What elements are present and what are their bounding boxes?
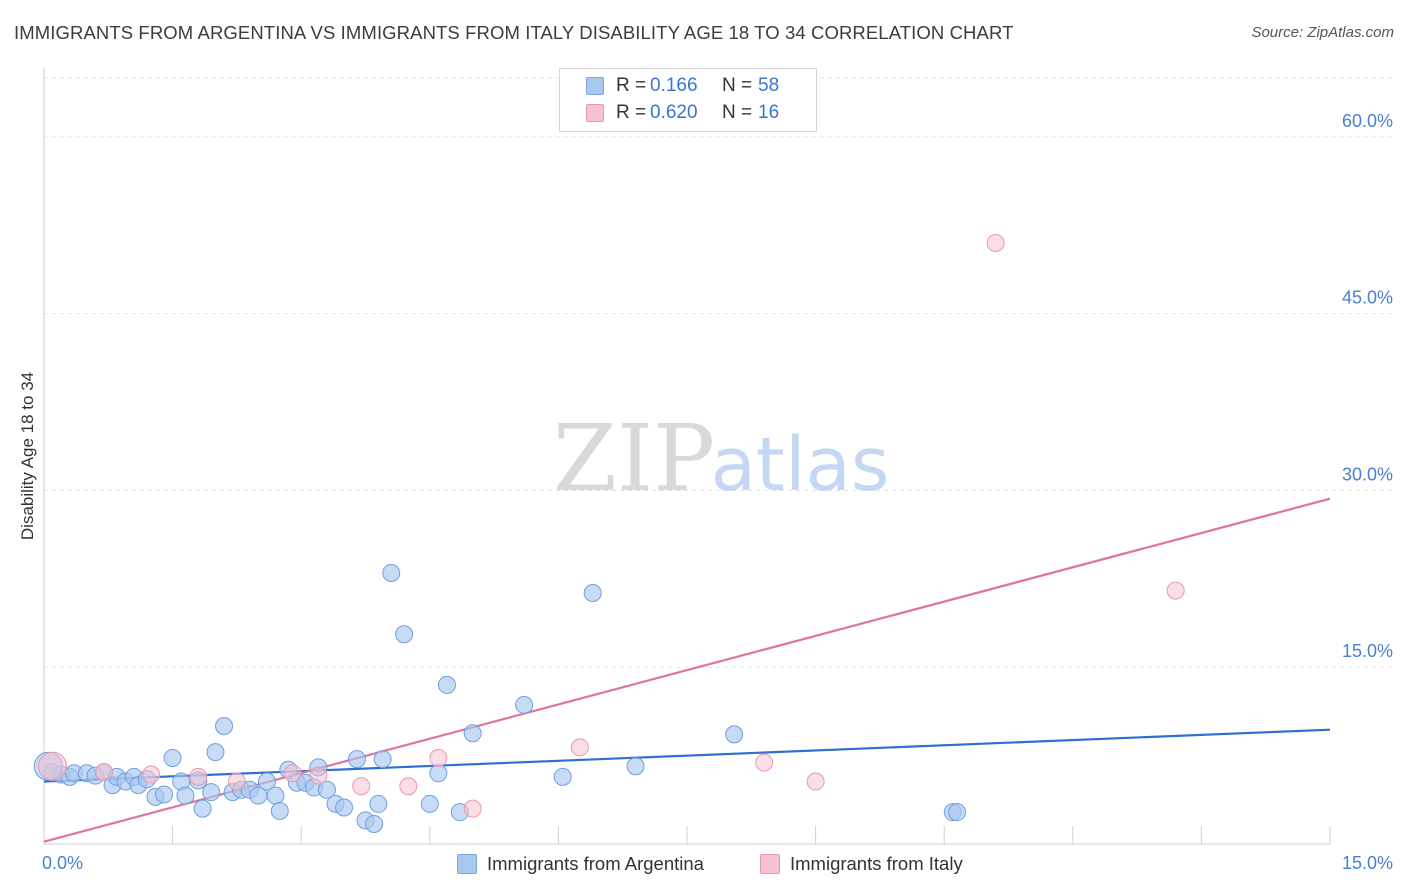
point-argentina bbox=[948, 803, 967, 822]
legend-r-value: 0.166 bbox=[650, 75, 698, 96]
y-tick-labels: 15.0% 30.0% 45.0% 60.0% bbox=[1342, 111, 1393, 661]
axes bbox=[43, 68, 1331, 845]
y-tick-label: 45.0% bbox=[1342, 288, 1393, 308]
point-italy bbox=[429, 748, 448, 767]
point-italy bbox=[463, 799, 482, 818]
point-argentina bbox=[215, 717, 234, 736]
point-argentina bbox=[317, 780, 336, 799]
chart-title: IMMIGRANTS FROM ARGENTINA VS IMMIGRANTS … bbox=[14, 22, 1014, 43]
point-argentina bbox=[463, 724, 482, 743]
trend-lines bbox=[43, 497, 1331, 843]
legend-swatch-italy bbox=[586, 104, 604, 122]
legend-n-value: 58 bbox=[758, 75, 780, 96]
point-italy bbox=[95, 763, 114, 782]
point-argentina bbox=[365, 814, 384, 833]
point-argentina bbox=[193, 799, 212, 818]
point-italy bbox=[1166, 581, 1185, 600]
point-argentina bbox=[515, 695, 534, 714]
point-argentina bbox=[437, 675, 456, 694]
point-argentina bbox=[206, 743, 225, 762]
legend-n-label: N = bbox=[722, 102, 753, 123]
point-argentina bbox=[382, 563, 401, 582]
point-italy bbox=[38, 751, 68, 781]
legend-n-value: 16 bbox=[758, 102, 780, 123]
bottom-legend-swatch-argentina bbox=[457, 854, 477, 874]
trend-line-italy bbox=[43, 497, 1331, 843]
point-italy bbox=[142, 765, 161, 784]
point-italy bbox=[309, 766, 328, 785]
point-argentina bbox=[429, 764, 448, 783]
legend-row-argentina: R = 0.166 N = 58 bbox=[586, 73, 779, 99]
point-argentina bbox=[155, 785, 174, 804]
bottom-legend-label-argentina: Immigrants from Argentina bbox=[487, 853, 704, 874]
legend-r-value: 0.620 bbox=[650, 102, 698, 123]
legend-r-label: R = bbox=[616, 75, 647, 96]
legend: R = 0.166 N = 58 R = 0.620 N = 16 bbox=[559, 68, 817, 132]
point-argentina bbox=[257, 772, 276, 791]
trend-line-argentina bbox=[43, 728, 1331, 783]
point-argentina bbox=[583, 583, 602, 602]
chart-source: Source: ZipAtlas.com bbox=[1251, 24, 1394, 41]
point-argentina bbox=[270, 802, 289, 821]
bottom-legend-argentina: Immigrants from Argentina bbox=[457, 852, 704, 876]
x-tick-labels: 0.0% 15.0% bbox=[42, 853, 1393, 873]
bottom-legend-italy: Immigrants from Italy bbox=[760, 852, 963, 876]
point-italy bbox=[352, 777, 371, 796]
legend-swatch-argentina bbox=[586, 77, 604, 95]
point-italy bbox=[570, 738, 589, 757]
point-italy bbox=[399, 777, 418, 796]
legend-n-label: N = bbox=[722, 75, 753, 96]
point-italy bbox=[806, 772, 825, 791]
point-argentina bbox=[335, 798, 354, 817]
point-argentina bbox=[163, 748, 182, 767]
watermark-zip: ZIP bbox=[553, 405, 715, 512]
x-tick-label-max: 15.0% bbox=[1342, 853, 1393, 873]
legend-row-italy: R = 0.620 N = 16 bbox=[586, 100, 779, 126]
x-tick-label-min: 0.0% bbox=[42, 853, 83, 873]
point-italy bbox=[189, 767, 208, 786]
point-italy bbox=[227, 772, 246, 791]
point-argentina bbox=[420, 794, 439, 813]
point-argentina bbox=[373, 750, 392, 769]
watermark: ZIP atlas bbox=[553, 405, 890, 512]
point-argentina bbox=[266, 786, 285, 805]
bottom-legend-label-italy: Immigrants from Italy bbox=[790, 853, 963, 874]
y-tick-label: 15.0% bbox=[1342, 641, 1393, 661]
point-italy bbox=[755, 753, 774, 772]
point-italy bbox=[986, 233, 1005, 252]
point-argentina bbox=[347, 750, 366, 769]
point-argentina bbox=[626, 757, 645, 776]
point-argentina bbox=[202, 783, 221, 802]
point-argentina bbox=[369, 794, 388, 813]
y-tick-label: 30.0% bbox=[1342, 464, 1393, 484]
point-argentina bbox=[395, 625, 414, 644]
grid-lines bbox=[44, 77, 1392, 668]
watermark-atlas: atlas bbox=[711, 422, 890, 508]
point-italy bbox=[283, 764, 302, 783]
point-argentina bbox=[725, 725, 744, 744]
point-argentina bbox=[176, 786, 195, 805]
legend-r-label: R = bbox=[616, 102, 647, 123]
data-points bbox=[33, 233, 1185, 833]
bottom-legend-swatch-italy bbox=[760, 854, 780, 874]
y-tick-label: 60.0% bbox=[1342, 111, 1393, 131]
point-argentina bbox=[553, 767, 572, 786]
